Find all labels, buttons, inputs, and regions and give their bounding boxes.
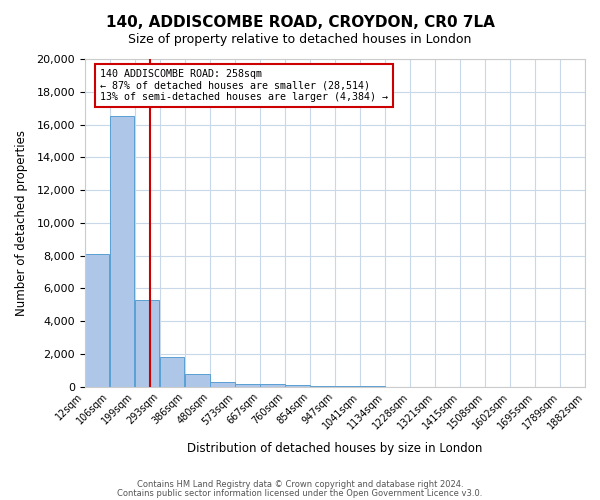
Bar [135,300,160,387]
Bar [260,384,284,387]
Bar [85,254,109,387]
Bar [185,374,209,387]
Text: Size of property relative to detached houses in London: Size of property relative to detached ho… [128,32,472,46]
Text: 140 ADDISCOMBE ROAD: 258sqm
← 87% of detached houses are smaller (28,514)
13% of: 140 ADDISCOMBE ROAD: 258sqm ← 87% of det… [100,69,388,102]
Bar [285,385,310,387]
Text: Contains public sector information licensed under the Open Government Licence v3: Contains public sector information licen… [118,488,482,498]
Bar [210,382,235,387]
Text: 140, ADDISCOMBE ROAD, CROYDON, CR0 7LA: 140, ADDISCOMBE ROAD, CROYDON, CR0 7LA [106,15,494,30]
Bar [110,116,134,387]
Text: Contains HM Land Registry data © Crown copyright and database right 2024.: Contains HM Land Registry data © Crown c… [137,480,463,489]
Bar [235,384,260,387]
Bar [310,386,335,387]
Bar [160,358,184,387]
Y-axis label: Number of detached properties: Number of detached properties [15,130,28,316]
X-axis label: Distribution of detached houses by size in London: Distribution of detached houses by size … [187,442,482,455]
